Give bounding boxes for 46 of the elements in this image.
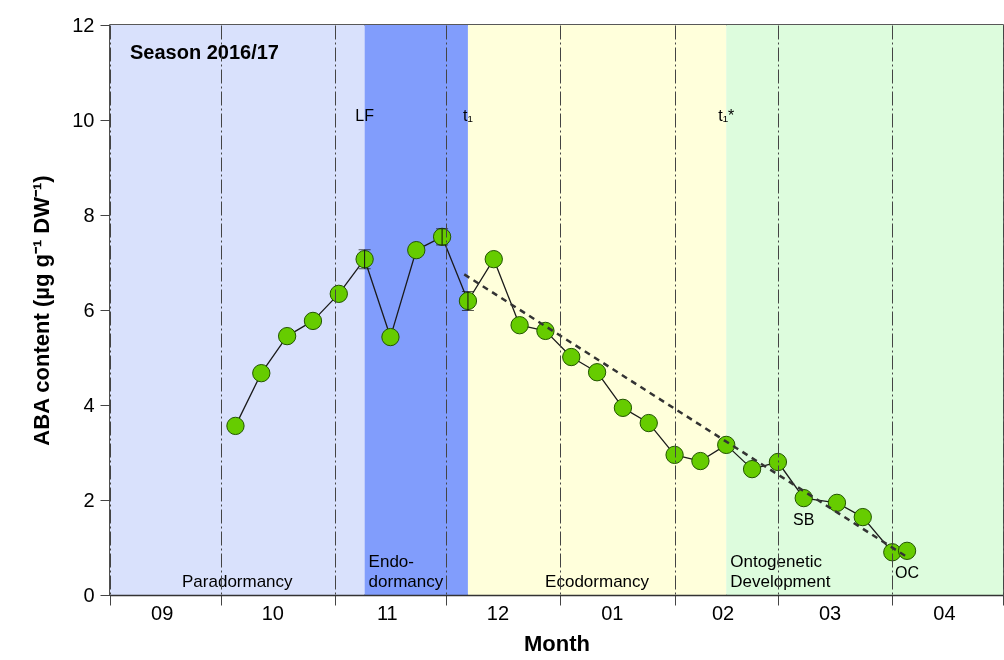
point [536,321,555,341]
point [768,452,788,472]
point [510,316,529,335]
annotation: SB [793,511,815,529]
x-tick-label: 09 [151,601,174,624]
y-tick-label: 6 [83,298,95,321]
point [827,493,847,512]
x-tick-label: 04 [933,601,956,624]
x-axis-title: Month [524,630,590,656]
y-tick-label: 2 [83,488,95,511]
point [407,241,426,260]
point [897,541,917,560]
point [562,347,581,367]
point [329,284,348,303]
y-tick-label: 0 [83,583,95,606]
x-tick-label: 01 [601,601,624,624]
x-tick-label: 11 [376,601,398,624]
point [613,398,633,417]
y-tick-label: 12 [72,13,95,36]
annotation: OC [895,563,920,581]
point [794,488,813,508]
y-tick-label: 4 [83,393,95,416]
point [303,311,323,331]
x-tick-label: 10 [261,601,284,624]
point [717,435,736,455]
x-tick-label: 03 [818,601,842,624]
x-tick-label: 02 [711,601,735,624]
band-label: Endo- dormancy [368,552,444,591]
point [277,326,297,346]
annotation: t₁* [718,106,735,124]
y-axis-title: ABA content (µg g⁻¹ DW⁻¹) [29,175,55,446]
y-tick-label: 8 [83,203,95,226]
point [381,327,400,347]
point [691,451,710,471]
point [484,250,503,269]
point [252,364,271,383]
point [742,459,762,479]
point [665,445,684,465]
x-tick-label: 12 [486,601,510,624]
annotation: t₁ [463,106,473,124]
point [853,507,872,527]
point [639,413,658,433]
point [226,416,245,436]
point [587,363,607,382]
y-tick-label: 10 [72,108,95,131]
annotation: LF [355,106,375,124]
